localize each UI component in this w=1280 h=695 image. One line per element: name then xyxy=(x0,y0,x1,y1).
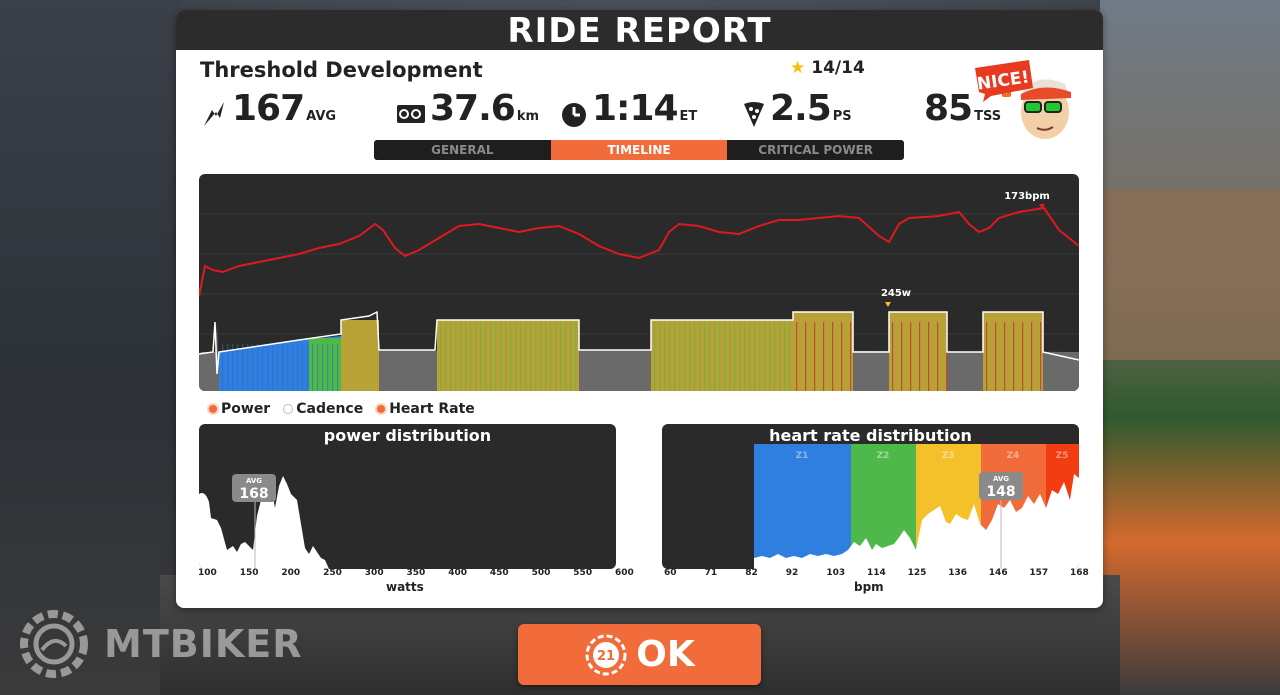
hr-x-tick: 168 xyxy=(1070,568,1089,578)
power-distribution-chart: power distribution AVG 168 xyxy=(199,424,616,569)
panel-title: RIDE REPORT xyxy=(176,10,1103,51)
hr-peak-marker xyxy=(1039,204,1045,209)
legend-heart-rate[interactable]: Heart Rate xyxy=(377,401,475,417)
power-toggle-icon xyxy=(209,405,217,413)
stat-unit: PS xyxy=(832,109,852,124)
power-x-tick: 600 xyxy=(615,568,634,578)
zwift-level-icon: 21 xyxy=(585,634,627,675)
hr-x-tick: 71 xyxy=(704,568,718,578)
legend-power[interactable]: Power xyxy=(209,401,270,417)
zone-z5-label: Z5 xyxy=(1056,451,1069,461)
zone-z3-label: Z3 xyxy=(942,451,955,461)
power-peak-marker xyxy=(885,302,891,307)
workout-name: Threshold Development xyxy=(200,58,483,82)
gear-logo-icon xyxy=(20,610,88,678)
power-x-tick: 100 xyxy=(198,568,217,578)
star-icon: ★ xyxy=(790,58,806,78)
avatar: NICE! xyxy=(975,60,1071,139)
hr-x-tick: 136 xyxy=(948,568,967,578)
power-histogram xyxy=(199,476,329,569)
stars-count: ★ 14/14 xyxy=(790,58,865,78)
watermark-text: MTBIKER xyxy=(104,622,303,666)
stat-unit: km xyxy=(516,109,540,124)
hr-avg-value: 148 xyxy=(986,484,1015,500)
hr-x-tick: 60 xyxy=(664,568,677,578)
hr-avg-badge xyxy=(979,472,1023,500)
power-x-tick: 400 xyxy=(448,568,467,578)
zone-z1-label: Z1 xyxy=(796,451,809,461)
tab-timeline[interactable]: TIMELINE xyxy=(550,140,728,160)
hr-xlabel: bpm xyxy=(854,580,884,594)
timeline-chart: 173bpm 245w xyxy=(199,174,1079,391)
pizza-slice-icon xyxy=(742,100,766,132)
stopwatch-icon xyxy=(560,100,588,132)
zone-z2-label: Z2 xyxy=(877,451,890,461)
legend-cadence-label: Cadence xyxy=(296,401,364,417)
hr-distribution-chart: heart rate distribution Z1 Z2 Z3 Z4 Z5 A… xyxy=(662,424,1079,569)
power-x-tick: 350 xyxy=(406,568,426,578)
hr-x-tick: 103 xyxy=(826,568,846,578)
legend-cadence[interactable]: Cadence xyxy=(284,401,363,417)
zone-z1 xyxy=(754,444,851,569)
hr-x-tick: 125 xyxy=(907,568,927,578)
hr-x-tick: 146 xyxy=(988,568,1008,578)
power-peak-label: 245w xyxy=(881,288,911,299)
hr-x-tick: 82 xyxy=(745,568,758,578)
power-x-tick: 300 xyxy=(364,568,384,578)
heart-rate-toggle-icon xyxy=(377,405,386,413)
power-avg-badge xyxy=(232,474,276,502)
power-x-tick: 150 xyxy=(239,568,259,578)
hr-histogram xyxy=(754,474,1079,569)
bike-distance-icon xyxy=(396,101,426,131)
stat-value: 167 xyxy=(232,88,305,129)
power-x-tick: 450 xyxy=(489,568,509,578)
level-badge: 21 xyxy=(597,649,615,664)
hr-peak-label: 173bpm xyxy=(1004,191,1050,202)
stat-value: 85 xyxy=(924,88,973,129)
power-x-tick: 500 xyxy=(531,568,551,578)
timeline-legend: Power Cadence Heart Rate xyxy=(209,401,475,417)
hr-x-tick: 114 xyxy=(867,568,886,578)
power-x-tick: 250 xyxy=(323,568,342,578)
cadence-toggle-icon xyxy=(284,405,293,413)
ok-button[interactable]: 21 OK xyxy=(518,624,761,685)
stat-pizza-slices: 2.5 PS xyxy=(742,88,852,132)
power-xlabel: watts xyxy=(386,580,424,594)
watermark: MTBIKER xyxy=(16,606,303,682)
legend-heart-rate-label: Heart Rate xyxy=(389,401,475,417)
legend-power-label: Power xyxy=(221,401,271,417)
stat-distance: 37.6 km xyxy=(396,88,539,132)
stat-value: 2.5 xyxy=(770,88,832,129)
ok-button-label: OK xyxy=(636,634,695,675)
report-tabs: GENERAL TIMELINE CRITICAL POWER xyxy=(374,140,904,160)
stat-unit: AVG xyxy=(306,109,337,124)
power-x-tick: 550 xyxy=(573,568,593,578)
tab-general[interactable]: GENERAL xyxy=(431,143,494,157)
stat-unit: ET xyxy=(679,109,698,124)
power-x-tick: 200 xyxy=(281,568,301,578)
hr-x-tick: 92 xyxy=(785,568,799,578)
stat-value: 1:14 xyxy=(592,88,679,129)
hr-x-tick: 157 xyxy=(1029,568,1049,578)
background-right xyxy=(1100,0,1280,695)
background-left xyxy=(0,0,180,695)
stat-avg-power: 167 AVG xyxy=(202,88,336,132)
power-bolt-icon xyxy=(202,100,228,132)
power-avg-value: 168 xyxy=(239,486,268,502)
hr-distribution-title: heart rate distribution xyxy=(769,426,972,445)
stars-value: 14/14 xyxy=(811,58,865,78)
hr-avg-label: AVG xyxy=(993,475,1009,483)
stat-value: 37.6 xyxy=(430,88,516,129)
stat-elapsed-time: 1:14 ET xyxy=(560,88,697,132)
ride-report-panel: RIDE REPORT Threshold Development ★ 14/14… xyxy=(176,10,1103,608)
tab-critical-power[interactable]: CRITICAL POWER xyxy=(758,143,874,157)
power-distribution-title: power distribution xyxy=(323,426,492,445)
power-avg-label: AVG xyxy=(246,477,262,485)
zone-z4-label: Z4 xyxy=(1007,451,1020,461)
stat-unit: TSS xyxy=(974,109,1002,124)
